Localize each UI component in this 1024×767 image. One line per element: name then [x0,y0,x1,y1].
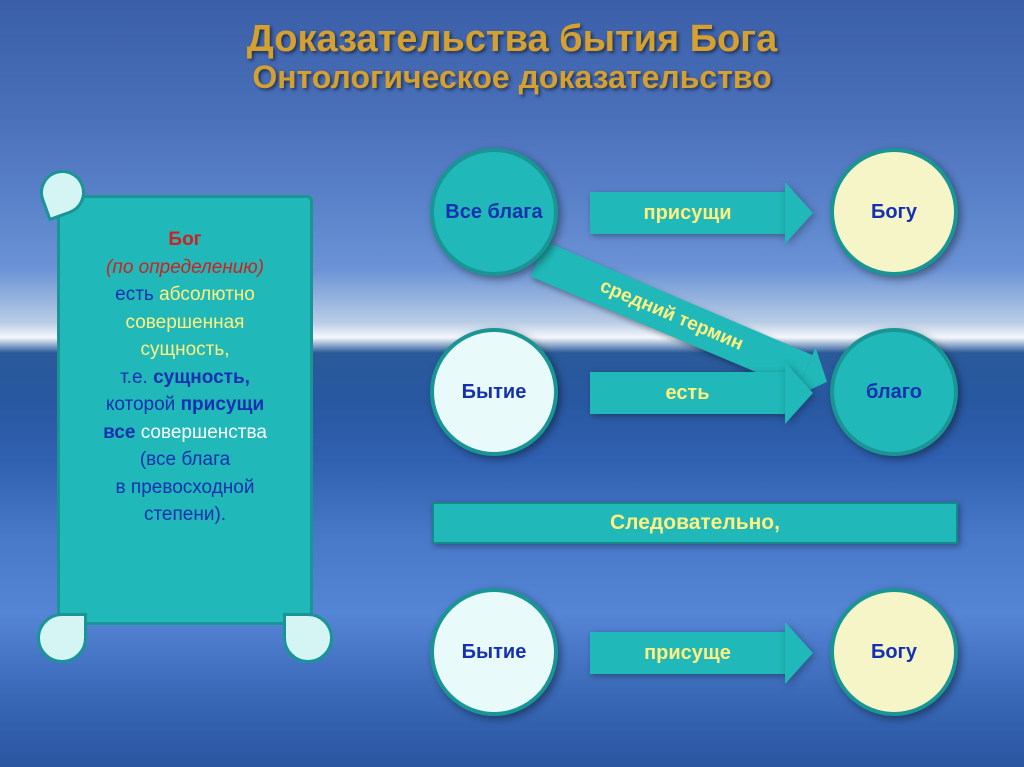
title-line-1: Доказательства бытия Бога [0,18,1024,61]
arrow-label: присущи [643,202,731,225]
scroll-curl-icon [283,613,333,663]
scroll-t8: все [103,422,141,443]
scroll-t6b: сущность, [153,367,250,388]
arrow-label: присуще [644,642,731,665]
circle-label: Богу [871,640,917,664]
arrow-middle-term: средний термин [531,242,813,390]
scroll-t8b: совершенства [141,422,267,443]
circle-all-goods: Все блага [430,148,558,276]
arrow-row3: присуще [590,632,785,674]
scroll-t1: Бог [168,229,201,250]
therefore-bar: Следовательно, [432,502,958,544]
circle-being-2: Бытие [430,588,558,716]
syllogism-diagram: присущи средний термин есть присуще След… [370,140,990,740]
scroll-curl-icon [37,613,87,663]
circle-good: благо [830,328,958,456]
arrow-row2: есть [590,372,785,414]
definition-scroll: Бог (по определению) есть абсолютно сове… [45,175,325,655]
scroll-t2: (по определению) [106,257,264,278]
scroll-t11: степени). [144,504,226,525]
scroll-t5: сущность, [140,339,229,360]
title-line-2: Онтологическое доказательство [0,59,1024,96]
arrow-label: средний термин [597,276,747,356]
circle-label: Все блага [445,200,542,224]
arrow-row1: присущи [590,192,785,234]
circle-being-1: Бытие [430,328,558,456]
arrow-label: есть [665,382,709,405]
scroll-t7b: присущи [181,394,265,415]
scroll-t10: в превосходной [116,477,255,498]
circle-god-2: Богу [830,588,958,716]
circle-god-1: Богу [830,148,958,276]
scroll-t3b: абсолютно [159,284,255,305]
bar-label: Следовательно, [610,511,780,535]
circle-label: Бытие [462,380,527,404]
scroll-body: Бог (по определению) есть абсолютно сове… [57,195,313,625]
circle-label: благо [866,380,922,404]
scroll-t3a: есть [115,284,159,305]
scroll-t4: совершенная [126,312,245,333]
scroll-t6a: т.е. [120,367,153,388]
scroll-t7a: которой [106,394,181,415]
scroll-t9: (все блага [140,449,230,470]
circle-label: Бытие [462,640,527,664]
slide-title: Доказательства бытия Бога Онтологическое… [0,0,1024,96]
circle-label: Богу [871,200,917,224]
